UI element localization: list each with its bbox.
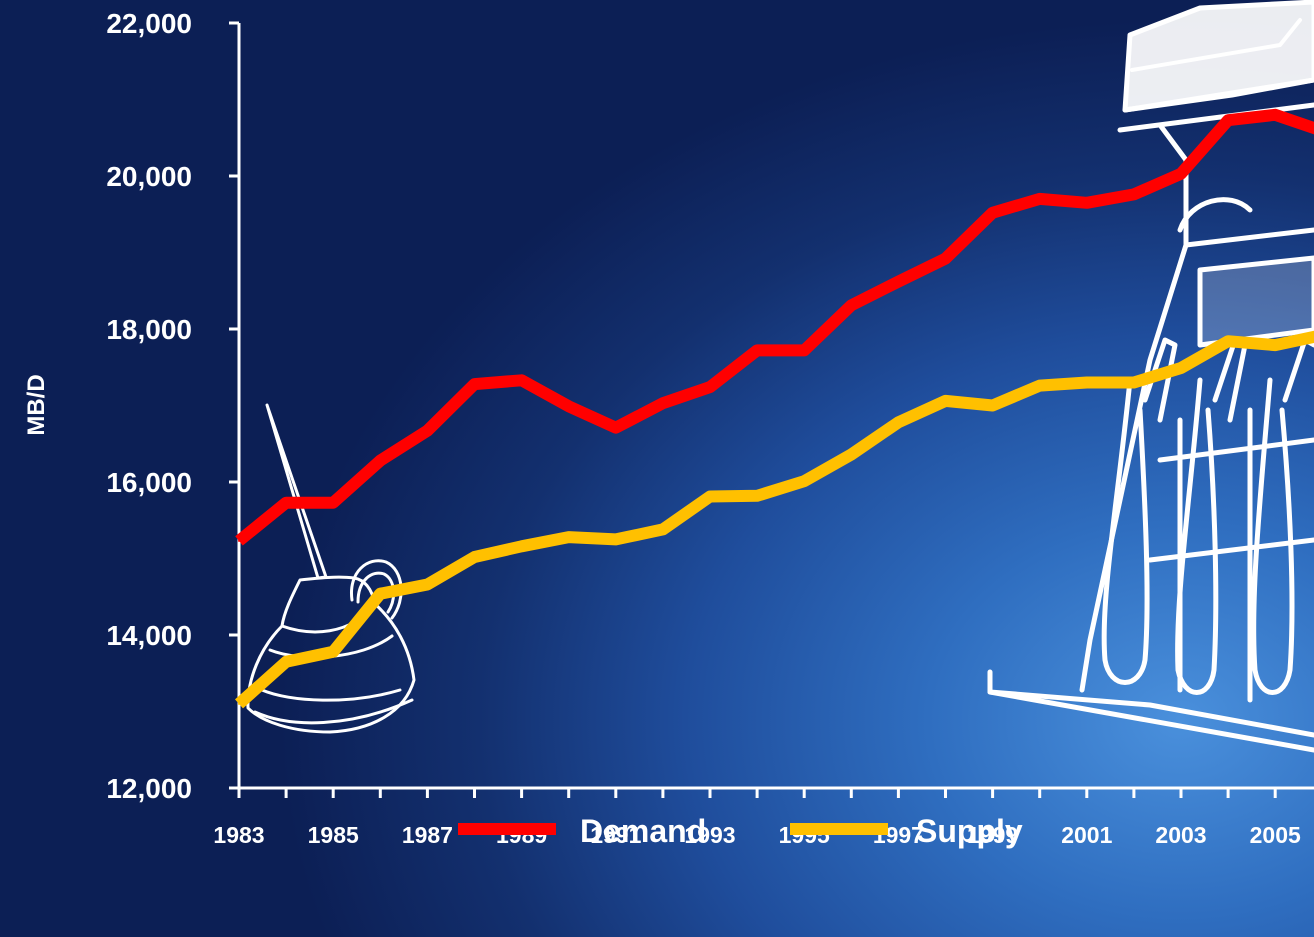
x-tick-label: 2001 bbox=[1061, 822, 1112, 848]
data-point-demand bbox=[520, 379, 523, 382]
y-tick-label: 20,000 bbox=[106, 161, 192, 192]
data-point-supply bbox=[1227, 340, 1230, 343]
gas-pump-icon bbox=[987, 0, 1314, 753]
data-point-supply bbox=[1180, 367, 1182, 369]
data-point-demand bbox=[850, 304, 853, 307]
legend-label-demand: Demand bbox=[580, 813, 706, 849]
data-point-demand bbox=[426, 429, 429, 432]
data-point-supply bbox=[1085, 381, 1088, 384]
data-point-demand bbox=[1227, 119, 1230, 122]
series-line-supply bbox=[235, 330, 1314, 709]
data-point-demand bbox=[991, 211, 994, 214]
data-point-demand bbox=[661, 402, 664, 405]
data-point-supply bbox=[473, 556, 476, 558]
data-point-demand bbox=[285, 501, 288, 504]
data-point-supply bbox=[426, 583, 429, 586]
data-point-supply bbox=[332, 650, 335, 653]
series-demand bbox=[235, 108, 1314, 546]
data-point-supply bbox=[897, 421, 900, 424]
x-tick-label: 1985 bbox=[308, 822, 359, 848]
series-supply bbox=[235, 330, 1314, 709]
data-point-demand bbox=[1132, 193, 1135, 196]
legend: Demand Supply bbox=[458, 813, 1023, 849]
data-point-supply bbox=[803, 480, 806, 483]
data-point-demand bbox=[614, 426, 617, 429]
x-tick-label: 2003 bbox=[1155, 822, 1206, 848]
data-point-supply bbox=[238, 702, 240, 705]
data-point-supply bbox=[614, 538, 617, 541]
data-point-supply bbox=[379, 592, 382, 595]
data-point-supply bbox=[520, 545, 523, 548]
y-tick-label: 12,000 bbox=[106, 773, 192, 804]
y-tick-label: 16,000 bbox=[106, 467, 192, 498]
data-point-demand bbox=[332, 501, 335, 504]
x-tick-label: 2005 bbox=[1250, 822, 1301, 848]
data-point-supply bbox=[991, 404, 994, 407]
y-axis-title: MB/D bbox=[23, 374, 50, 435]
data-point-supply bbox=[1038, 384, 1041, 387]
series-layer bbox=[235, 108, 1314, 709]
data-point-supply bbox=[756, 494, 759, 497]
x-tick-label: 1993 bbox=[684, 822, 735, 848]
series-line-demand bbox=[235, 108, 1314, 546]
data-point-supply bbox=[944, 399, 947, 402]
data-point-demand bbox=[1085, 201, 1088, 204]
legend-label-supply: Supply bbox=[916, 813, 1023, 849]
x-tick-label: 1999 bbox=[967, 822, 1018, 848]
x-tick-label: 1983 bbox=[213, 822, 264, 848]
data-point-supply bbox=[1274, 344, 1277, 347]
data-point-demand bbox=[944, 257, 947, 260]
x-tick-label: 1991 bbox=[590, 822, 641, 848]
data-point-supply bbox=[661, 528, 664, 531]
data-point-demand bbox=[379, 459, 382, 462]
data-point-demand bbox=[1274, 113, 1277, 116]
y-tick-label: 18,000 bbox=[106, 314, 192, 345]
data-point-demand bbox=[1038, 197, 1041, 200]
y-tick-label: 22,000 bbox=[106, 8, 192, 39]
data-point-demand bbox=[1180, 172, 1182, 175]
data-point-supply bbox=[709, 495, 711, 498]
data-point-demand bbox=[756, 349, 759, 352]
data-point-demand bbox=[567, 405, 570, 408]
data-point-demand bbox=[897, 280, 900, 283]
y-tick-label: 14,000 bbox=[106, 620, 192, 651]
data-point-demand bbox=[803, 349, 806, 352]
data-point-supply bbox=[1132, 381, 1135, 384]
data-point-demand bbox=[238, 539, 240, 542]
data-point-demand bbox=[709, 386, 711, 389]
data-point-supply bbox=[850, 453, 853, 456]
x-tick-label: 1987 bbox=[402, 822, 453, 848]
data-point-demand bbox=[473, 383, 476, 386]
axes: 12,000 14,000 16,000 18,000 20,000 22,000 1983… bbox=[23, 8, 1314, 848]
data-point-supply bbox=[567, 536, 570, 539]
oil-can-icon bbox=[246, 403, 416, 734]
data-point-supply bbox=[285, 660, 288, 663]
